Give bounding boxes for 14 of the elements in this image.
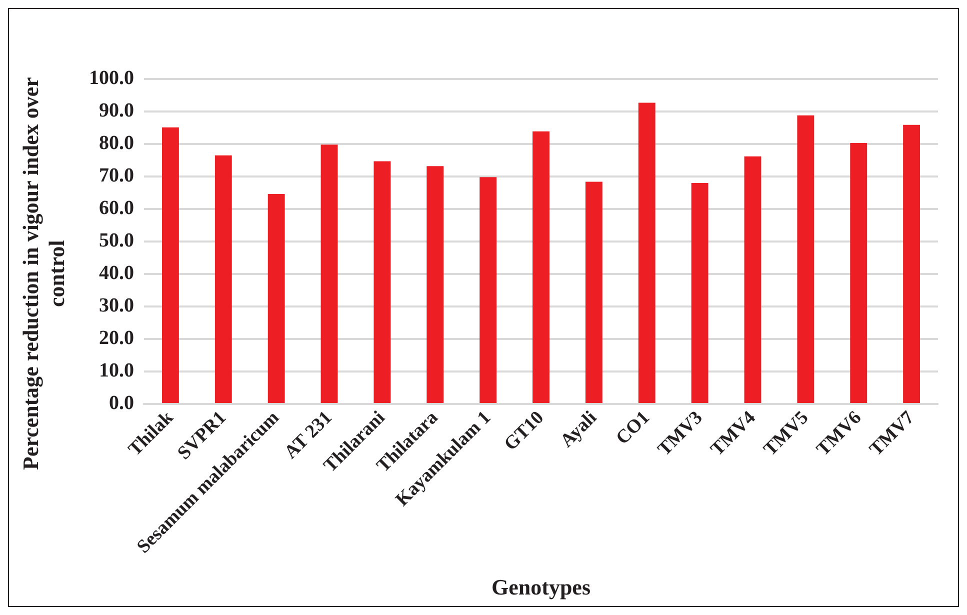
- x-axis-title: Genotypes: [492, 574, 591, 600]
- y-tick-label: 90.0: [99, 100, 134, 122]
- y-tick-label: 50.0: [99, 230, 134, 252]
- y-tick-label: 60.0: [99, 197, 134, 220]
- y-tick-label: 80.0: [99, 132, 134, 154]
- y-tick-label: 0.0: [109, 392, 134, 414]
- y-tick-label: 40.0: [99, 262, 134, 284]
- y-tick-label: 70.0: [99, 164, 134, 187]
- x-tick-label: CO1: [612, 407, 654, 449]
- y-tick-label: 100.0: [89, 67, 134, 90]
- y-axis-title: Percentage reduction in vigour index over control: [18, 76, 70, 472]
- y-tick-label: 30.0: [99, 294, 134, 317]
- y-tick-label: 10.0: [99, 360, 134, 382]
- y-tick-label: 20.0: [99, 327, 134, 350]
